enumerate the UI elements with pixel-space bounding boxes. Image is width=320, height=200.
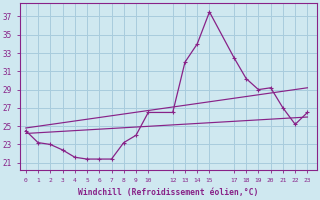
- X-axis label: Windchill (Refroidissement éolien,°C): Windchill (Refroidissement éolien,°C): [78, 188, 259, 197]
